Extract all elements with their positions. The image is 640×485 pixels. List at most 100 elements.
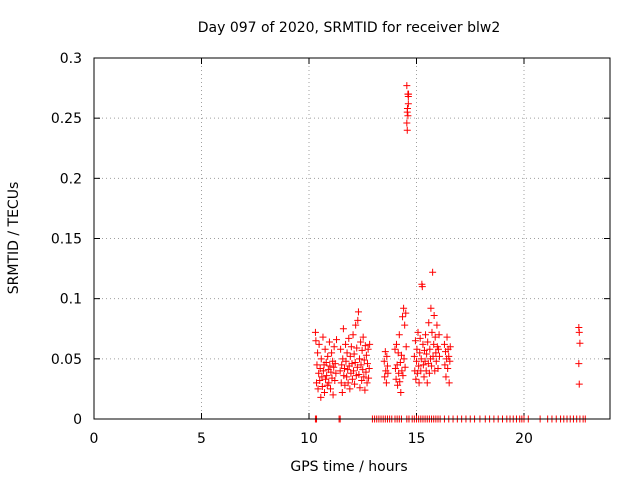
x-tick-label: 0 — [90, 431, 99, 447]
data-point — [429, 268, 437, 276]
data-point — [428, 362, 436, 370]
grid — [94, 58, 610, 419]
data-point — [402, 343, 410, 351]
data-point — [400, 304, 408, 312]
data-point — [342, 357, 350, 365]
data-point — [426, 345, 434, 353]
data-point — [323, 372, 331, 380]
data-point — [440, 340, 448, 348]
data-point — [326, 362, 334, 370]
data-point — [422, 331, 430, 339]
data-point — [322, 358, 330, 366]
data-point — [412, 375, 420, 383]
data-point — [399, 372, 407, 380]
data-point — [318, 383, 326, 391]
data-point — [413, 345, 421, 353]
data-point — [420, 373, 428, 381]
data-point — [357, 361, 365, 369]
data-point — [348, 375, 356, 383]
data-point — [346, 352, 354, 360]
data-point — [401, 321, 409, 329]
data-point — [311, 328, 319, 336]
data-point — [433, 321, 441, 329]
data-point — [319, 333, 327, 341]
data-point — [396, 378, 404, 386]
data-point — [315, 369, 323, 377]
data-point — [446, 357, 454, 365]
data-point — [392, 375, 400, 383]
data-point — [418, 283, 426, 291]
data-point — [325, 379, 333, 387]
data-point — [361, 342, 369, 350]
y-tick-label: 0.3 — [60, 51, 82, 67]
data-point — [358, 376, 366, 384]
data-point — [338, 389, 346, 397]
data-point — [350, 350, 358, 358]
data-point — [363, 379, 371, 387]
x-tick-label: 20 — [515, 431, 533, 447]
data-point — [354, 316, 362, 324]
data-point — [404, 112, 412, 120]
data-point — [425, 369, 433, 377]
data-point — [320, 389, 328, 397]
data-point — [381, 373, 389, 381]
data-point — [436, 352, 444, 360]
data-point — [333, 336, 341, 344]
data-point — [347, 343, 355, 351]
data-point — [446, 343, 454, 351]
data-point — [403, 119, 411, 127]
data-point — [314, 385, 322, 393]
data-point — [344, 379, 352, 387]
data-point — [340, 364, 348, 372]
y-tick-label: 0 — [73, 412, 82, 428]
data-point — [444, 364, 452, 372]
data-point — [329, 391, 337, 399]
data-point — [322, 375, 330, 383]
data-point — [356, 355, 364, 363]
data-point — [429, 352, 437, 360]
data-point — [360, 373, 368, 381]
data-point — [427, 304, 435, 312]
data-point — [350, 367, 358, 375]
data-point — [353, 363, 361, 371]
data-point — [432, 357, 440, 365]
x-tick-label: 5 — [197, 431, 206, 447]
data-point — [416, 349, 424, 357]
y-tick-label: 0.15 — [51, 232, 82, 248]
data-point — [430, 340, 438, 348]
data-point — [339, 325, 347, 333]
data-point — [343, 349, 351, 357]
data-point — [382, 379, 390, 387]
x-tick-label: 15 — [408, 431, 426, 447]
data-point — [575, 360, 583, 368]
data-point — [344, 366, 352, 374]
y-tick-label: 0.05 — [51, 352, 82, 368]
y-tick-label: 0.25 — [51, 111, 82, 127]
data-point — [316, 376, 324, 384]
data-point — [354, 308, 362, 316]
data-point — [330, 363, 338, 371]
data-point — [420, 346, 428, 354]
data-point — [360, 356, 368, 364]
data-point — [391, 364, 399, 372]
data-point — [397, 351, 405, 359]
chart-title: Day 097 of 2020, SRMTID for receiver blw… — [198, 20, 501, 36]
data-point — [443, 333, 451, 341]
data-point — [575, 380, 583, 388]
data-point — [365, 374, 373, 382]
data-point — [415, 379, 423, 387]
data-point — [575, 328, 583, 336]
data-point — [346, 385, 354, 393]
data-point — [362, 368, 370, 376]
data-point — [403, 82, 411, 90]
data-point — [313, 361, 321, 369]
data-point — [410, 352, 418, 360]
data-point — [441, 361, 449, 369]
data-point — [327, 385, 334, 393]
data-point — [312, 337, 320, 345]
data-point — [417, 355, 425, 363]
data-point — [318, 373, 326, 381]
data-point — [352, 321, 360, 329]
data-point — [349, 331, 357, 339]
